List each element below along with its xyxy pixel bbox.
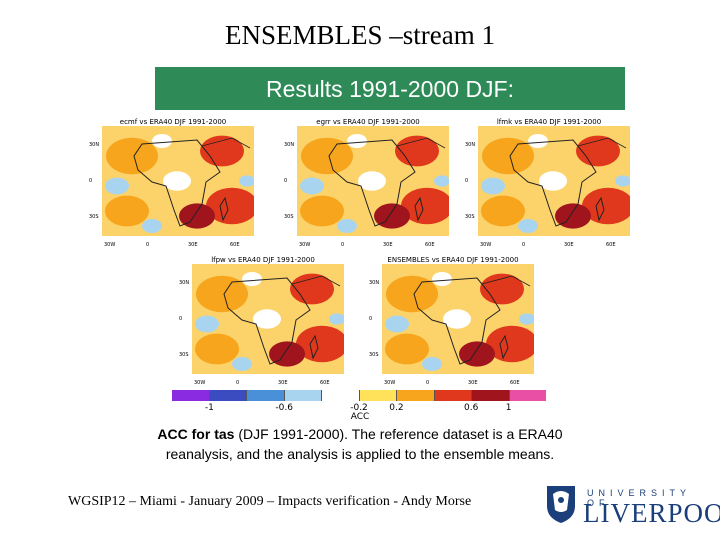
lon-label: 30E	[383, 242, 393, 248]
map-panel: ENSEMBLES vs ERA40 DJF 1991-2000 30N 0 30S 3…	[368, 256, 538, 386]
lon-label: 30W	[194, 380, 206, 386]
logo-city-text: LIVERPOOL	[583, 498, 720, 528]
map-plot	[297, 126, 449, 236]
map-panel: ecmf vs ERA40 DJF 1991-2000 30N 0 30S 30W 0 30…	[88, 118, 258, 248]
crest-icon	[547, 486, 575, 523]
colorbar-swatch	[322, 390, 360, 401]
lat-label: 30S	[179, 352, 189, 358]
university-logo: UNIVERSITY OF LIVERPOOL	[545, 480, 720, 530]
colorbar-tick-label: 0.6	[464, 403, 479, 413]
lon-label: 30W	[104, 242, 116, 248]
colorbar-swatch	[509, 390, 546, 401]
figure-caption: ACC for tas (DJF 1991-2000). The referen…	[140, 424, 580, 464]
map-panel: egrr vs ERA40 DJF 1991-2000 30N 0 30S 30W 0 30…	[283, 118, 453, 248]
map-panel: lfmk vs ERA40 DJF 1991-2000 30N 0 30S 30W 0 30…	[464, 118, 634, 248]
lat-label: 30S	[284, 214, 294, 220]
lat-label: 30N	[465, 142, 476, 148]
panel-title: lfmk vs ERA40 DJF 1991-2000	[496, 118, 602, 126]
lon-label: 30W	[384, 380, 396, 386]
lat-label: 30S	[369, 352, 379, 358]
lat-label: 30S	[89, 214, 99, 220]
lon-label: 60E	[606, 242, 616, 248]
lat-label: 0	[284, 178, 288, 184]
lon-label: 0	[146, 242, 150, 248]
lat-label: 30N	[89, 142, 100, 148]
lat-label: 0	[179, 316, 183, 322]
colorbar-tick-label: -0.6	[275, 403, 293, 413]
colorbar-tick-label: 0.2	[389, 403, 404, 413]
lon-label: 30E	[188, 242, 198, 248]
lon-label: 0	[236, 380, 240, 386]
lon-label: 30E	[564, 242, 574, 248]
lon-label: 60E	[510, 380, 520, 386]
lat-label: 30N	[284, 142, 295, 148]
colorbar-swatch	[434, 390, 472, 401]
colorbar-swatch	[397, 390, 435, 401]
map-panel: lfpw vs ERA40 DJF 1991-2000 30N 0 30S 30W 0 30…	[178, 256, 348, 386]
colorbar	[172, 390, 546, 401]
colorbar-swatch	[172, 390, 210, 401]
map-plot	[192, 264, 344, 374]
lon-label: 30W	[299, 242, 311, 248]
lat-label: 0	[369, 316, 373, 322]
colorbar-swatch	[284, 390, 322, 401]
lat-label: 0	[465, 178, 469, 184]
colorbar-tick-label: -0.2	[350, 403, 368, 413]
slide-title: ENSEMBLES –stream 1	[225, 20, 495, 50]
panel-title: egrr vs ERA40 DJF 1991-2000	[316, 118, 420, 126]
colorbar-tick-label: -1	[204, 403, 214, 413]
caption-line1: (DJF 1991-2000). The reference dataset i…	[234, 426, 563, 442]
lon-label: 0	[522, 242, 526, 248]
lon-label: 0	[426, 380, 430, 386]
results-banner: Results 1991-2000 DJF:	[155, 67, 625, 110]
colorbar-ticks: -1 -0.6 -0.2 0.2 0.6 1	[172, 403, 546, 415]
panel-title: lfpw vs ERA40 DJF 1991-2000	[211, 256, 315, 264]
lon-label: 30E	[278, 380, 288, 386]
colorbar-swatch	[209, 390, 247, 401]
lat-label: 30N	[369, 280, 380, 286]
lat-label: 30N	[179, 280, 190, 286]
colorbar-label: ACC	[350, 412, 370, 422]
panel-title: ENSEMBLES vs ERA40 DJF 1991-2000	[387, 256, 519, 264]
map-plot	[478, 126, 630, 236]
colorbar-swatch	[359, 390, 397, 401]
lat-label: 0	[89, 178, 93, 184]
lon-label: 60E	[425, 242, 435, 248]
lon-label: 60E	[230, 242, 240, 248]
map-plot	[102, 126, 254, 236]
logo-university-text: UNIVERSITY OF	[587, 488, 691, 508]
lat-label: 30S	[465, 214, 475, 220]
lon-label: 0	[341, 242, 345, 248]
caption-line2: reanalysis, and the analysis is applied …	[165, 446, 555, 462]
colorbar-swatch	[472, 390, 510, 401]
map-plot	[382, 264, 534, 374]
lon-label: 30W	[480, 242, 492, 248]
lon-label: 30E	[468, 380, 478, 386]
slide-footer: WGSIP12 – Miami - January 2009 – Impacts…	[68, 494, 472, 509]
lon-label: 60E	[320, 380, 330, 386]
panel-title: ecmf vs ERA40 DJF 1991-2000	[119, 118, 227, 126]
caption-bold: ACC for tas	[157, 426, 235, 442]
colorbar-tick-label: 1	[505, 403, 512, 413]
colorbar-swatch	[247, 390, 285, 401]
